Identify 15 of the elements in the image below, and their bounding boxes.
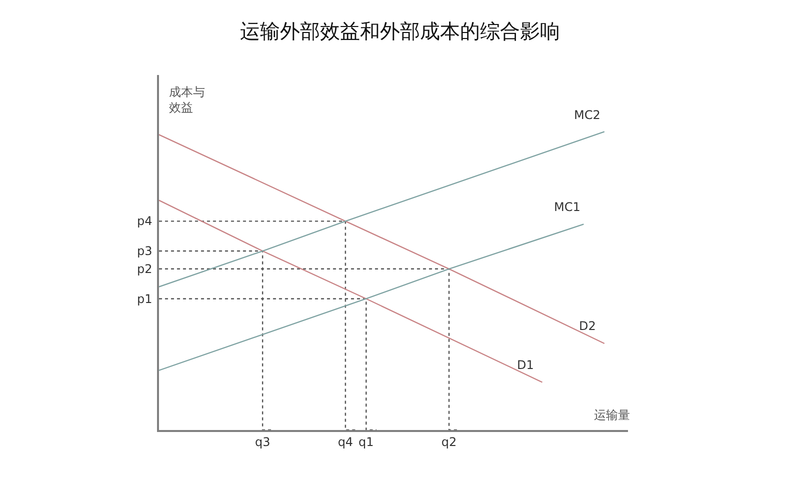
series-label: p3 xyxy=(137,244,152,258)
x-axis-title: 运输量 xyxy=(594,408,630,422)
chart-title: 运输外部效益和外部成本的综合影响 xyxy=(240,19,560,43)
series-label: D2 xyxy=(579,319,596,333)
series-label: D1 xyxy=(517,358,534,372)
x-tick-label: q1 xyxy=(358,435,374,450)
series-label: p2 xyxy=(137,262,152,276)
series-label: MC2 xyxy=(574,108,600,122)
series-label: p4 xyxy=(137,214,152,228)
x-tick-label: q2 xyxy=(441,435,457,450)
series-label: MC1 xyxy=(554,200,580,214)
series-label: p1 xyxy=(137,292,152,306)
x-tick-label: q3 xyxy=(254,435,270,450)
x-tick-label: q4 xyxy=(338,435,354,450)
y-axis-title: 成本与效益 xyxy=(169,85,205,115)
